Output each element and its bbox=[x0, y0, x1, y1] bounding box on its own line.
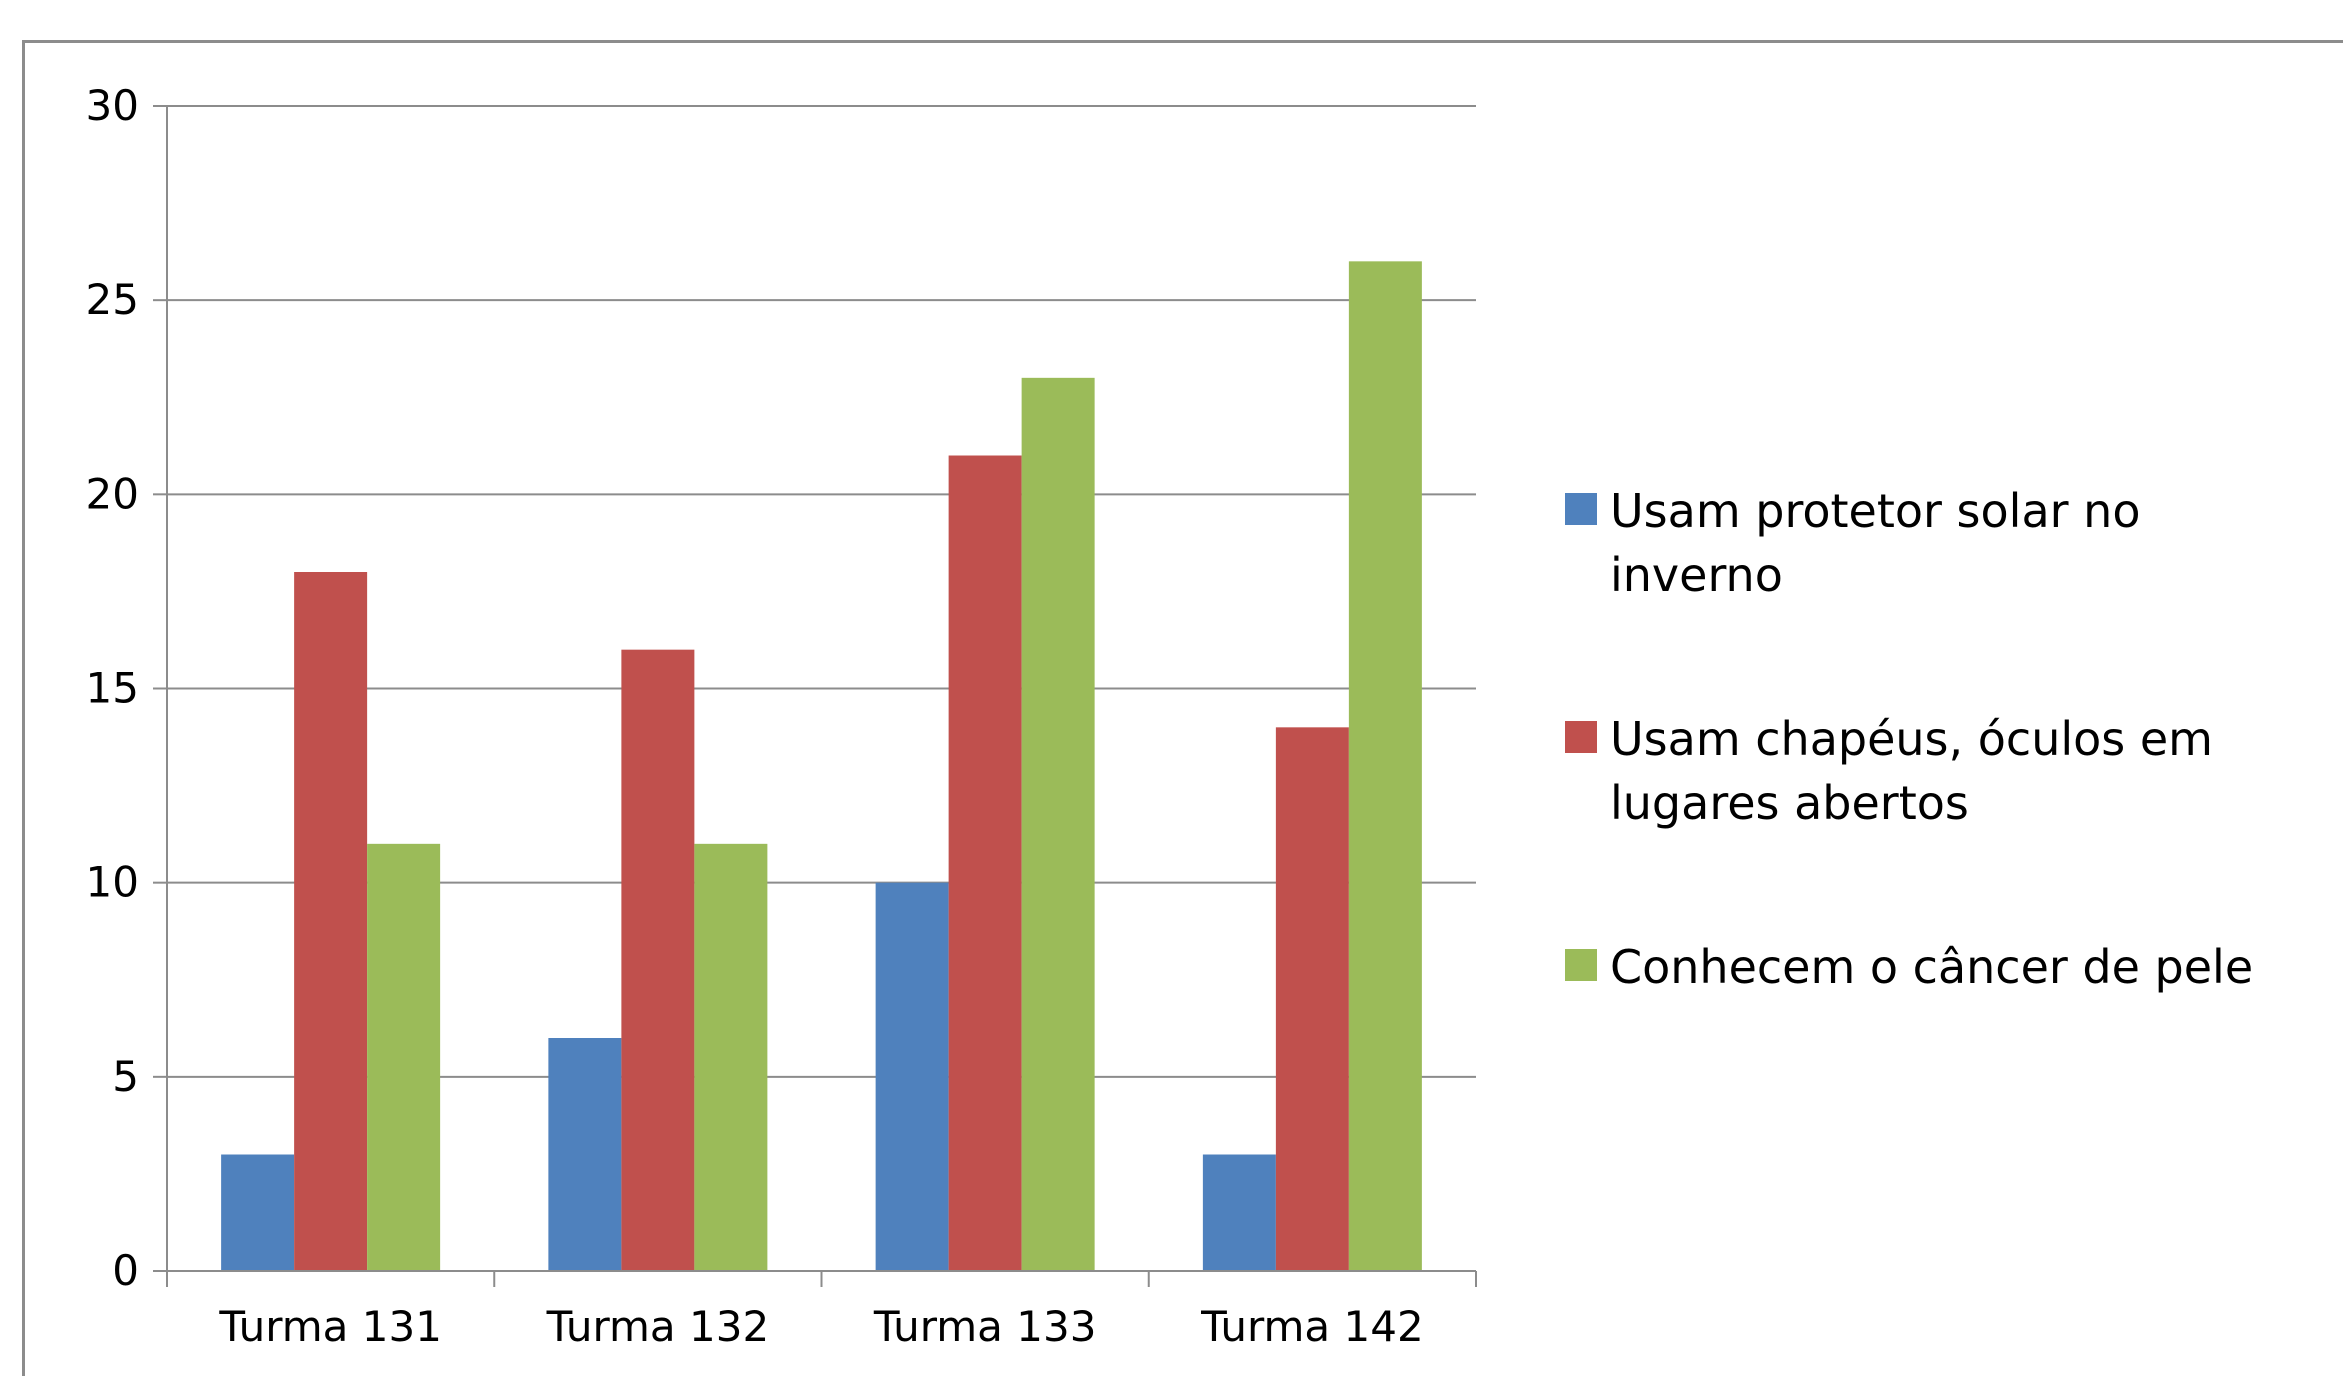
x-tick-label: Turma 142 bbox=[1200, 1302, 1424, 1351]
bar-chart: 0 5 10 15 20 25 30 Turma 131 Turma 132 Turma 133 T… bbox=[86, 81, 2254, 1351]
bar bbox=[621, 649, 695, 1271]
bar bbox=[694, 843, 768, 1271]
tick-labels: 0 5 10 15 20 25 30 Turma 131 Turma 132 Turma 133 T… bbox=[86, 81, 1424, 1351]
bar bbox=[221, 1154, 295, 1271]
bar bbox=[294, 572, 368, 1271]
bar bbox=[1021, 377, 1095, 1271]
legend-label: Conhecem o câncer de pele bbox=[1610, 940, 2253, 994]
y-tick-label: 15 bbox=[86, 664, 139, 713]
legend-label-line: Usam chapéus, óculos em bbox=[1610, 712, 2213, 766]
bar bbox=[367, 843, 441, 1271]
y-tick-label: 30 bbox=[86, 81, 139, 130]
x-tick-label: Turma 132 bbox=[546, 1302, 770, 1351]
bar bbox=[1348, 261, 1422, 1271]
y-tick-label: 20 bbox=[86, 469, 139, 518]
legend-label-line: Conhecem o câncer de pele bbox=[1610, 940, 2253, 994]
bar bbox=[948, 455, 1022, 1271]
bar bbox=[1202, 1154, 1276, 1271]
y-tick-label: 10 bbox=[86, 858, 139, 907]
legend-swatch bbox=[1565, 721, 1597, 753]
chart-frame: 0 5 10 15 20 25 30 Turma 131 Turma 132 Turma 133 T… bbox=[22, 40, 2343, 1376]
legend-label-line: lugares abertos bbox=[1610, 776, 1969, 830]
bars bbox=[221, 261, 1422, 1271]
legend-label: Usam protetor solar no inverno bbox=[1610, 484, 2140, 602]
y-tick-label: 5 bbox=[112, 1052, 139, 1101]
legend-label-line: Usam protetor solar no bbox=[1610, 484, 2140, 538]
axes bbox=[153, 105, 1477, 1287]
legend-label: Usam chapéus, óculos em lugares abertos bbox=[1610, 712, 2213, 830]
legend: Usam protetor solar no inverno Usam chapéu… bbox=[1565, 484, 2253, 994]
legend-label-line: inverno bbox=[1610, 548, 1783, 602]
legend-swatch bbox=[1565, 493, 1597, 525]
bar bbox=[1275, 727, 1349, 1271]
legend-swatch bbox=[1565, 949, 1597, 981]
y-tick-label: 0 bbox=[112, 1246, 139, 1295]
x-tick-label: Turma 131 bbox=[218, 1302, 442, 1351]
bar bbox=[875, 882, 949, 1271]
y-tick-label: 25 bbox=[86, 275, 139, 324]
x-tick-label: Turma 133 bbox=[873, 1302, 1097, 1351]
bar bbox=[548, 1038, 622, 1271]
